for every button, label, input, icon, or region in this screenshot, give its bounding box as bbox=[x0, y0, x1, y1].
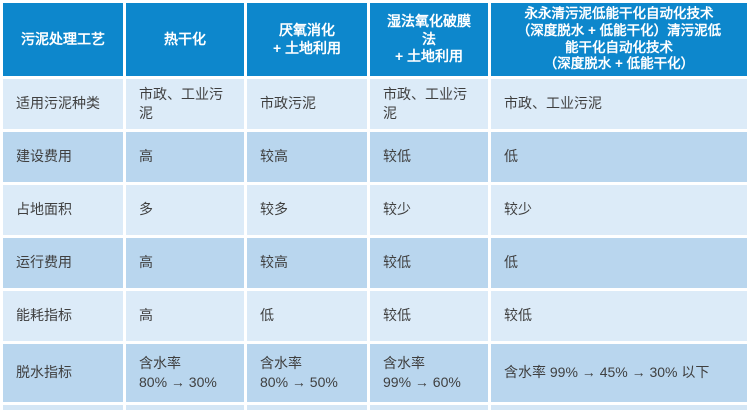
table-cell: 高 bbox=[126, 132, 244, 182]
row-label: 建设费用 bbox=[3, 132, 123, 182]
row-label: 适用污泥种类 bbox=[3, 79, 123, 129]
table-cell: 较低 bbox=[370, 238, 488, 288]
cutoff-row-cell bbox=[3, 405, 123, 410]
table-cell: 较高 bbox=[247, 132, 367, 182]
cutoff-row-cell bbox=[247, 405, 367, 410]
table-row-land-area: 占地面积 多 较多 较少 较少 bbox=[3, 185, 747, 235]
table-cell: 较高 bbox=[247, 238, 367, 288]
table-cell: 低 bbox=[491, 238, 747, 288]
table-cell: 高 bbox=[126, 291, 244, 341]
table-header-row: 污泥处理工艺 热干化 厌氧消化 + 土地利用 湿法氧化破膜 法 + 土地利用 永… bbox=[3, 3, 747, 76]
table-cell: 市政污泥 bbox=[247, 79, 367, 129]
row-label: 脱水指标 bbox=[3, 344, 123, 402]
table-cell: 含水率 99% → 45% → 30% 以下 bbox=[491, 344, 747, 402]
row-label: 运行费用 bbox=[3, 238, 123, 288]
table-cell: 含水率 80% → 30% bbox=[126, 344, 244, 402]
column-header-anaerobic-digestion: 厌氧消化 + 土地利用 bbox=[247, 3, 367, 76]
column-header-yongqing-tech: 永永清污泥低能干化自动化技术 （深度脱水 + 低能干化）清污泥低 能干化自动化技… bbox=[491, 3, 747, 76]
table-cell: 较多 bbox=[247, 185, 367, 235]
table-cell: 市政、工业污泥 bbox=[370, 79, 488, 129]
cutoff-row-cell bbox=[370, 405, 488, 410]
table-cell: 多 bbox=[126, 185, 244, 235]
table-cell: 低 bbox=[247, 291, 367, 341]
column-header-process-type: 污泥处理工艺 bbox=[3, 3, 123, 76]
table-cell: 较低 bbox=[370, 291, 488, 341]
row-label: 占地面积 bbox=[3, 185, 123, 235]
table-row-dewatering-index: 脱水指标 含水率 80% → 30% 含水率 80% → 50% 含水率 99%… bbox=[3, 344, 747, 402]
column-header-thermal-drying: 热干化 bbox=[126, 3, 244, 76]
table-cell: 高 bbox=[126, 238, 244, 288]
table-cell: 较少 bbox=[491, 185, 747, 235]
cutoff-row bbox=[3, 405, 747, 410]
table-row-sludge-type: 适用污泥种类 市政、工业污泥 市政污泥 市政、工业污泥 市政、工业污泥 bbox=[3, 79, 747, 129]
table-cell: 低 bbox=[491, 132, 747, 182]
table-cell: 市政、工业污泥 bbox=[491, 79, 747, 129]
table-row-construction-cost: 建设费用 高 较高 较低 低 bbox=[3, 132, 747, 182]
table-row-operating-cost: 运行费用 高 较高 较低 低 bbox=[3, 238, 747, 288]
row-label: 能耗指标 bbox=[3, 291, 123, 341]
cutoff-row-cell bbox=[126, 405, 244, 410]
cutoff-row-cell bbox=[491, 405, 747, 410]
table-cell: 含水率 99% → 60% bbox=[370, 344, 488, 402]
column-header-wet-oxidation: 湿法氧化破膜 法 + 土地利用 bbox=[370, 3, 488, 76]
table-cell: 较少 bbox=[370, 185, 488, 235]
table-cell: 含水率 80% → 50% bbox=[247, 344, 367, 402]
table-cell: 市政、工业污泥 bbox=[126, 79, 244, 129]
table-row-energy-index: 能耗指标 高 低 较低 较低 bbox=[3, 291, 747, 341]
table-cell: 较低 bbox=[370, 132, 488, 182]
table-cell: 较低 bbox=[491, 291, 747, 341]
